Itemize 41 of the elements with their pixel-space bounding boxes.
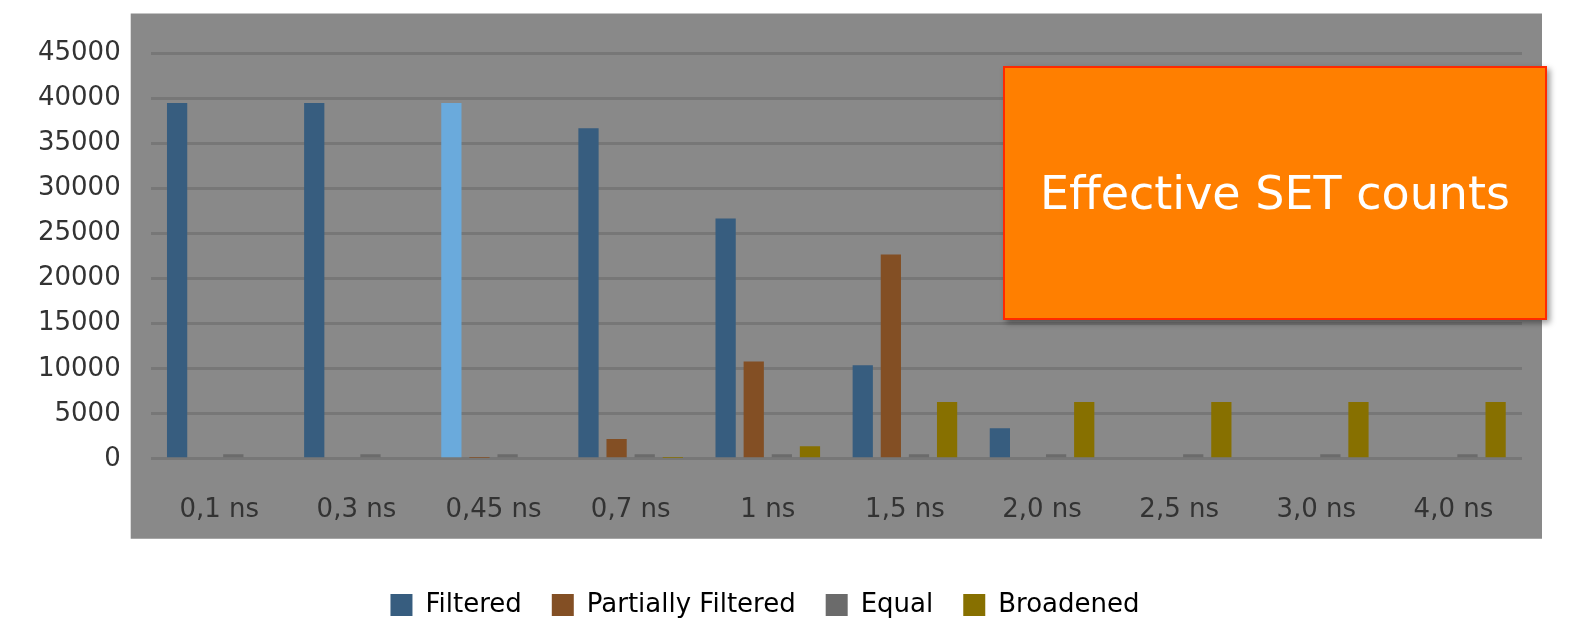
x-tick-label: 1 ns — [740, 493, 796, 524]
y-tick-label: 45000 — [37, 36, 121, 67]
callout-box: Effective SET counts — [1003, 66, 1547, 320]
bar — [936, 402, 958, 458]
bar — [989, 428, 1010, 458]
y-tick-label: 30000 — [37, 171, 121, 202]
x-tick-label: 2,0 ns — [1002, 493, 1082, 524]
x-tick-label: 0,3 ns — [316, 493, 397, 524]
bar — [743, 361, 764, 458]
x-tick-label: 0,7 ns — [590, 493, 671, 524]
bar — [441, 103, 462, 458]
x-tick-label: 0,45 ns — [445, 493, 542, 524]
x-tick-label: 0,1 ns — [179, 493, 260, 524]
bar — [1485, 402, 1506, 458]
bar — [166, 103, 188, 458]
bar — [1348, 402, 1369, 458]
bar — [715, 218, 736, 458]
bar — [1211, 402, 1232, 458]
y-tick-label: 0 — [104, 441, 121, 472]
x-tick-label: 2,5 ns — [1139, 493, 1219, 524]
x-tick-label: 1,5 ns — [865, 493, 945, 524]
y-tick-label: 25000 — [37, 216, 121, 247]
bar — [606, 438, 627, 458]
bar — [578, 128, 599, 458]
bar — [1074, 402, 1095, 458]
bar — [852, 365, 873, 458]
legend-label: Broadened — [998, 587, 1140, 618]
y-tick-label: 5000 — [54, 396, 121, 427]
legend-label: Equal — [860, 587, 934, 618]
y-tick-label: 20000 — [37, 261, 121, 292]
bar — [799, 446, 821, 458]
x-tick-label: 3,0 ns — [1276, 493, 1357, 524]
y-tick-label: 40000 — [37, 81, 121, 112]
legend-label: Filtered — [425, 587, 522, 618]
legend-label: Partially Filtered — [586, 587, 796, 618]
bar — [304, 103, 325, 458]
y-tick-label: 10000 — [37, 351, 121, 382]
x-tick-label: 4,0 ns — [1413, 493, 1494, 524]
y-tick-label: 35000 — [37, 126, 121, 157]
y-tick-label: 15000 — [37, 306, 121, 337]
bar — [880, 254, 901, 458]
